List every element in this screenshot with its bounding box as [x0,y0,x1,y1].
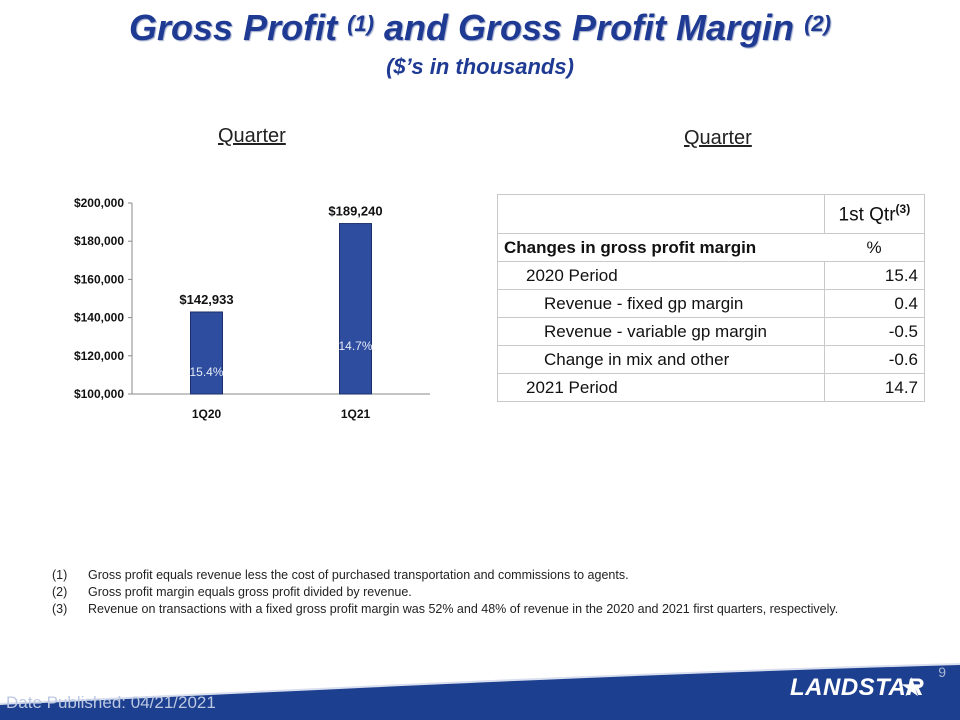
table-unit: % [824,233,926,262]
footnote-text: Revenue on transactions with a fixed gro… [88,602,839,616]
row-label: 2020 Period [497,261,825,290]
date-published: Date Published: 04/21/2021 [6,693,216,712]
page-title: Gross Profit (1) and Gross Profit Margin… [0,8,960,48]
footer-band [0,663,960,720]
y-tick-label: $140,000 [74,311,124,325]
left-quarter-label: Quarter [218,125,286,147]
footnote-text: Gross profit equals revenue less the cos… [88,568,629,582]
col-header-text: 1st Qtr [838,204,896,226]
footnote-text: Gross profit margin equals gross profit … [88,585,412,599]
row-label: Revenue - variable gp margin [497,317,825,346]
row-label: Revenue - fixed gp margin [497,289,825,318]
bar-annotation: 15.4% [189,365,223,379]
y-tick-label: $160,000 [74,272,124,286]
row-value: 0.4 [823,289,926,318]
footnote-number: (1) [52,568,68,582]
landstar-logo: LANDSTAR [790,674,925,701]
y-tick-label: $200,000 [74,196,124,210]
footer-band-shape [0,664,960,720]
table-section-label: Changes in gross profit margin [497,233,825,262]
row-label: Change in mix and other [497,345,825,374]
footnotes: (1) Gross profit equals revenue less the… [52,568,932,619]
table-corner-cell [497,194,825,234]
title-part2: and Gross Profit Margin [384,7,795,48]
row-label: 2021 Period [497,373,825,402]
bar-value-label: $142,933 [179,292,233,307]
table-row: Change in mix and other -0.6 [497,345,926,374]
bar-annotation: 14.7% [338,339,372,353]
table-row: Revenue - fixed gp margin 0.4 [497,289,926,318]
col-header-sup: (3) [895,201,911,216]
bar-value-label: $189,240 [328,204,382,219]
table-row: 2021 Period 14.7 [497,373,926,402]
footer-band-edge [0,663,960,705]
title-part1: Gross Profit [129,7,338,48]
bar [190,311,223,395]
star-icon: ★ [900,672,924,702]
y-tick-label: $120,000 [74,349,124,363]
row-value: -0.5 [823,317,926,346]
table-row: Revenue - variable gp margin -0.5 [497,317,926,346]
title-sup2: (2) [804,11,831,36]
gross-profit-bar-chart: $200,000 $180,000 $160,000 $140,000 $120,000… [74,196,430,421]
bar [339,223,372,395]
table-row: 2020 Period 15.4 [497,261,926,290]
y-tick-label: $180,000 [74,234,124,248]
footnote: (2) Gross profit margin equals gross pro… [52,585,932,599]
footnote: (3) Revenue on transactions with a fixed… [52,602,932,616]
footnote-number: (3) [52,602,68,616]
footnote-number: (2) [52,585,68,599]
page-number: 9 [938,664,946,680]
gross-margin-table: 1st Qtr(3) Changes in gross profit margi… [497,194,926,402]
page-subtitle: ($’s in thousands) [386,54,574,79]
footnote: (1) Gross profit equals revenue less the… [52,568,932,582]
y-tick-label: $100,000 [74,387,124,401]
table-col-header: 1st Qtr(3) [823,194,926,234]
row-value: 15.4 [823,261,926,290]
x-tick-label: 1Q20 [192,407,222,421]
title-sup1: (1) [347,11,374,36]
right-quarter-label: Quarter [684,127,752,149]
row-value: -0.6 [823,345,926,374]
row-value: 14.7 [823,373,926,402]
x-tick-label: 1Q21 [341,407,371,421]
